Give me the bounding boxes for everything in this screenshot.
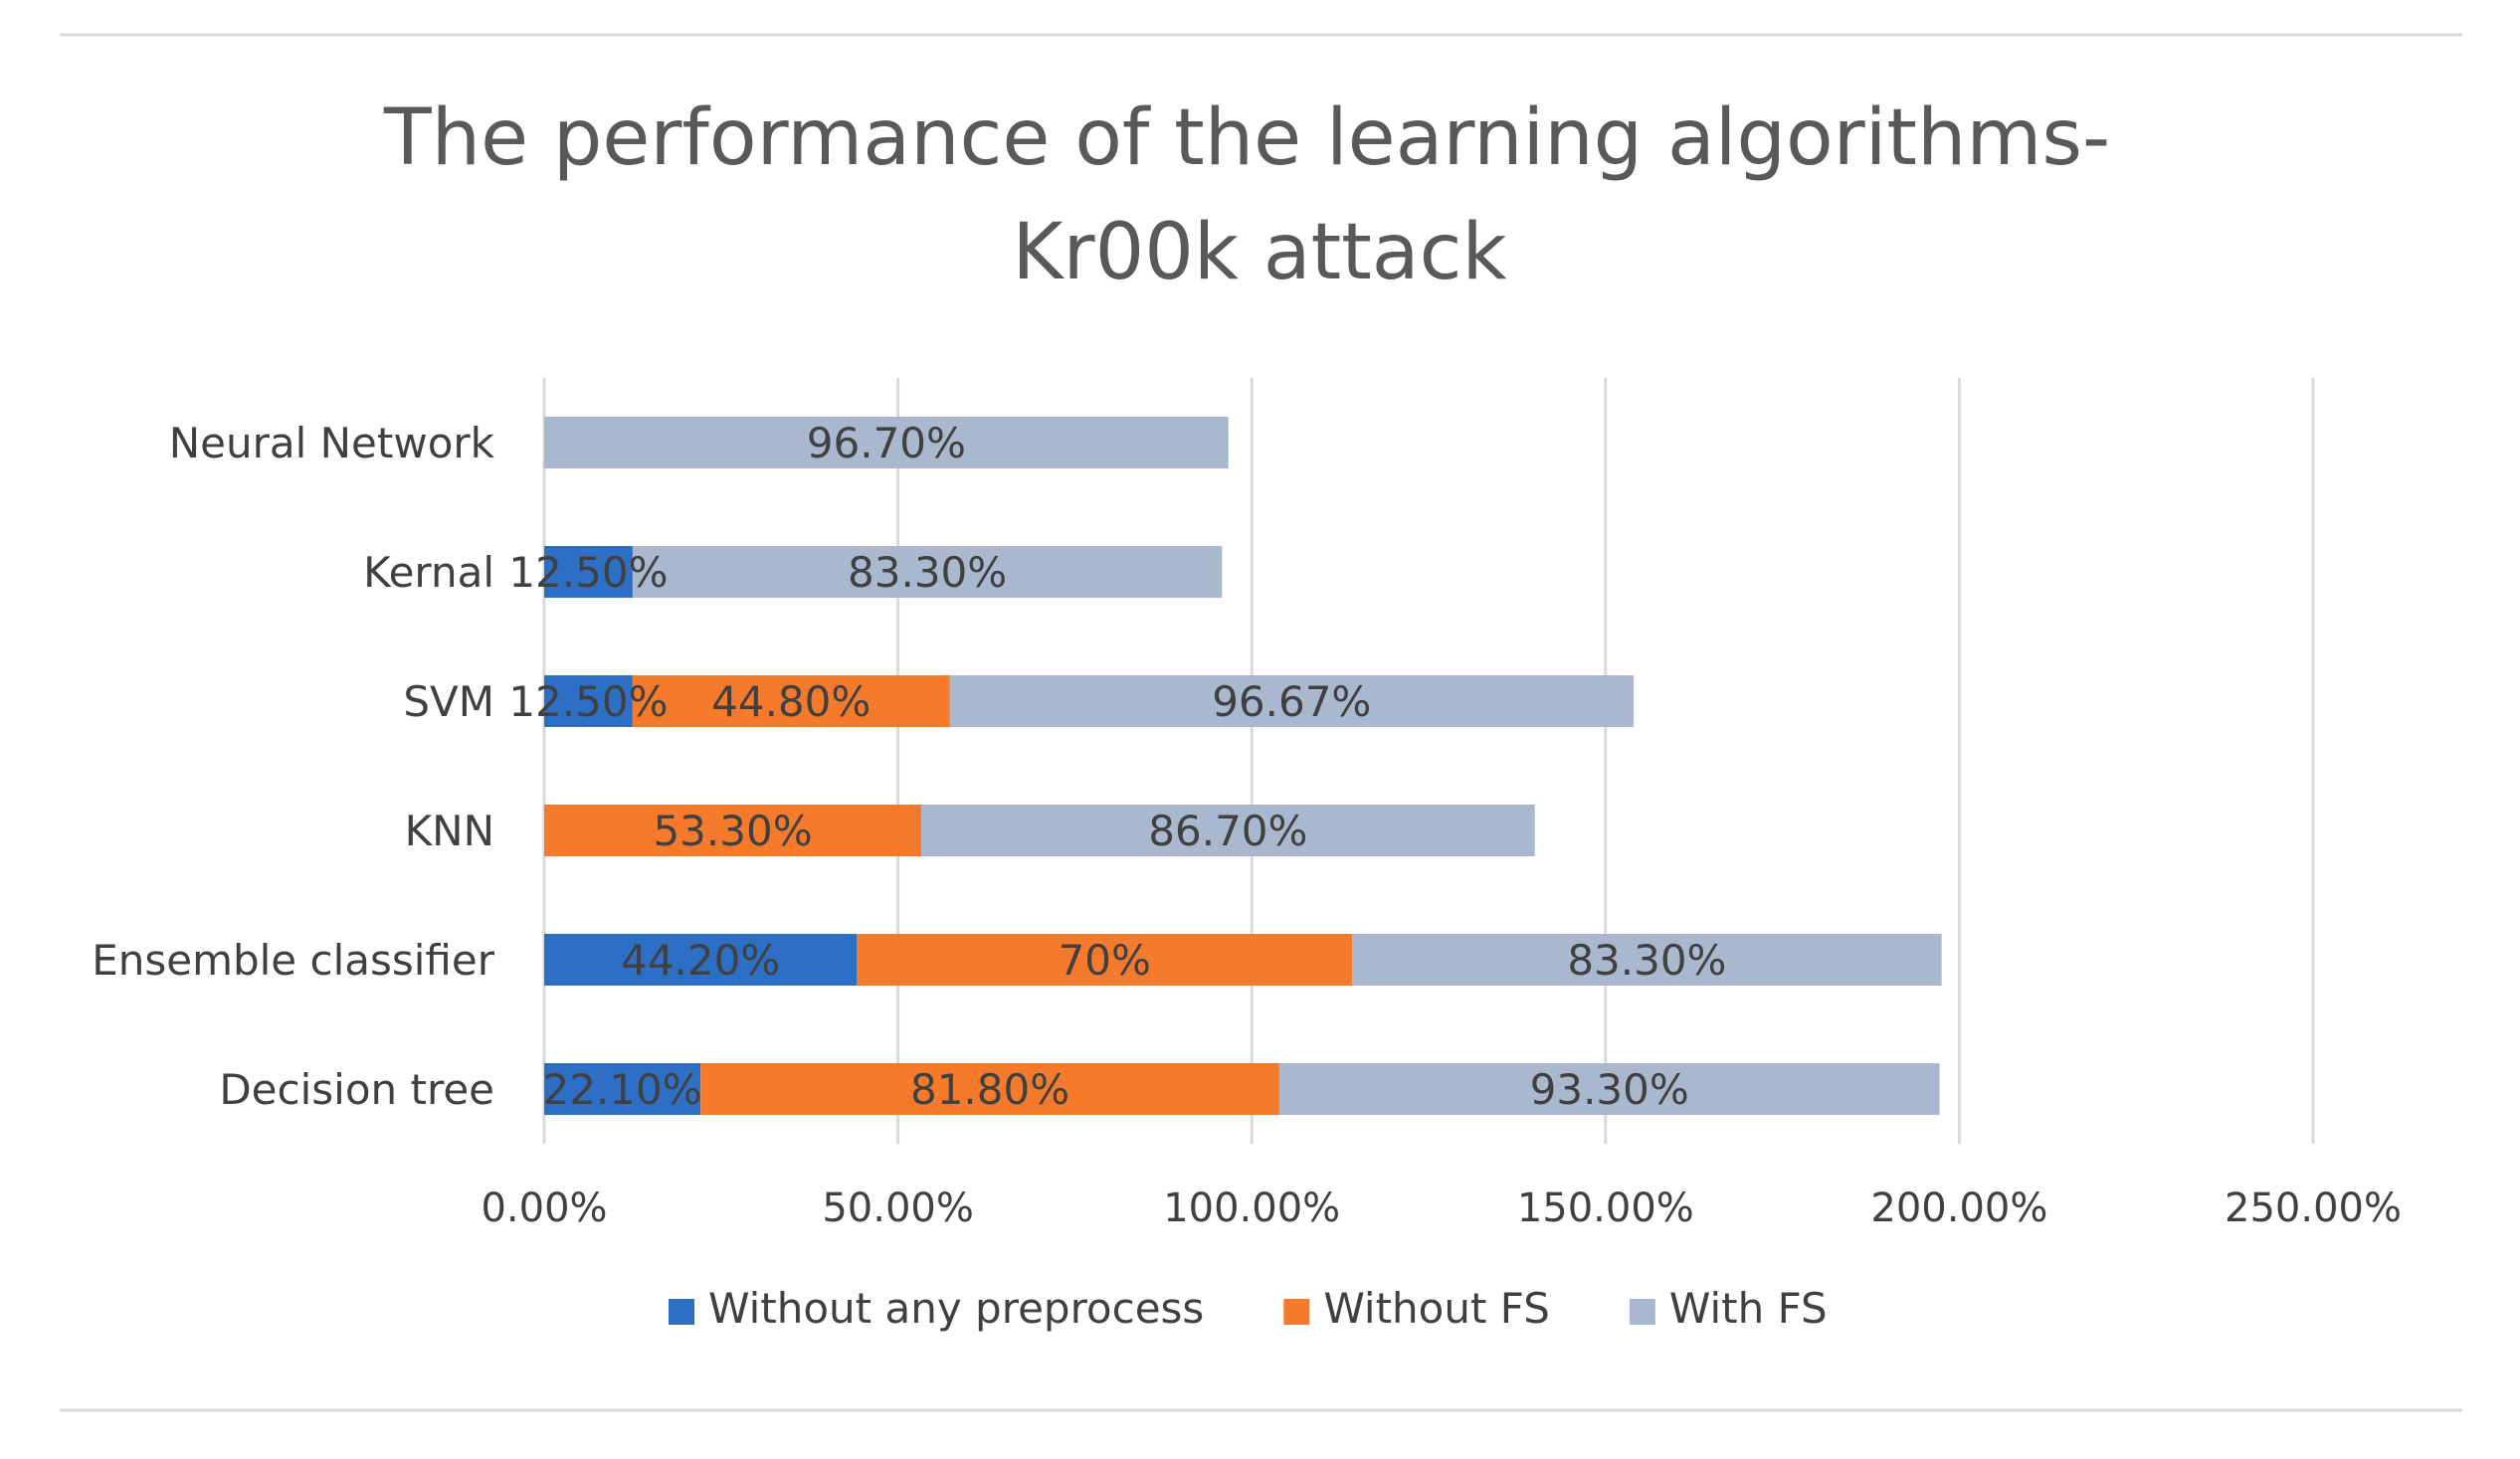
data-label: 83.30% [848, 548, 1007, 597]
data-label: 83.30% [1567, 936, 1726, 985]
x-tick-label: 0.00% [481, 1185, 607, 1231]
legend-label: Without FS [1323, 1284, 1550, 1333]
category-labels: Neural Network Kernal SVM KNN Ensemble class… [92, 419, 495, 1114]
gridlines [542, 378, 2315, 1144]
chart-title: The performance of the learning algorith… [383, 93, 2135, 297]
data-label: 44.80% [711, 677, 871, 726]
x-tick-labels: 0.00% 50.00% 100.00% 150.00% 200.00% 250.00% [481, 1185, 2402, 1231]
legend-label: Without any preprocess [708, 1284, 1204, 1333]
category-label: SVM [403, 677, 494, 726]
x-tick-label: 100.00% [1163, 1185, 1340, 1231]
bar-segment [544, 675, 633, 727]
data-label: 12.50% [508, 548, 668, 597]
bar-segment [1278, 1063, 1940, 1115]
x-tick-label: 200.00% [1870, 1185, 2047, 1231]
bar-segment [921, 805, 1535, 856]
chart-title-line-2: Kr00k attack [1012, 208, 1506, 297]
data-label: 81.80% [910, 1065, 1069, 1114]
legend-swatch [1283, 1299, 1310, 1325]
legend: Without any preprocess Without FS With FS [669, 1284, 1828, 1333]
data-label: 96.70% [807, 419, 966, 467]
bar-segment [1352, 934, 1942, 986]
category-label: Kernal [363, 548, 494, 597]
bar-segment [632, 546, 1223, 598]
data-label: 44.20% [621, 936, 780, 985]
category-label: Ensemble classifier [92, 936, 495, 985]
category-label: Decision tree [219, 1065, 494, 1114]
legend-swatch [1629, 1299, 1655, 1325]
data-label: 86.70% [1148, 807, 1307, 855]
bar-segment [857, 934, 1353, 986]
data-label: 96.67% [1212, 677, 1371, 726]
data-label: 22.10% [543, 1065, 702, 1114]
bar-segment [544, 934, 858, 986]
data-label: 93.30% [1530, 1065, 1689, 1114]
data-label: 70% [1059, 936, 1151, 985]
bars [544, 417, 1942, 1115]
bar-segment [544, 546, 633, 598]
bar-segment [700, 1063, 1279, 1115]
bar-segment [544, 1063, 701, 1115]
x-tick-label: 50.00% [822, 1185, 974, 1231]
bar-segment [544, 805, 922, 856]
legend-label: With FS [1669, 1284, 1828, 1333]
data-label: 12.50% [508, 677, 668, 726]
x-tick-label: 150.00% [1517, 1185, 1694, 1231]
data-label: 53.30% [653, 807, 812, 855]
category-label: Neural Network [169, 419, 495, 467]
bar-segment [949, 675, 1635, 727]
bar-segment [544, 417, 1229, 468]
category-label: KNN [405, 807, 494, 855]
chart-title-line-1: The performance of the learning algorith… [383, 93, 2110, 183]
legend-swatch [669, 1299, 694, 1325]
data-labels: 96.70% 12.50% 83.30% 12.50% 44.80% 96.67% 53.3… [508, 419, 1726, 1114]
bar-segment [632, 675, 950, 727]
x-tick-label: 250.00% [2225, 1185, 2402, 1231]
